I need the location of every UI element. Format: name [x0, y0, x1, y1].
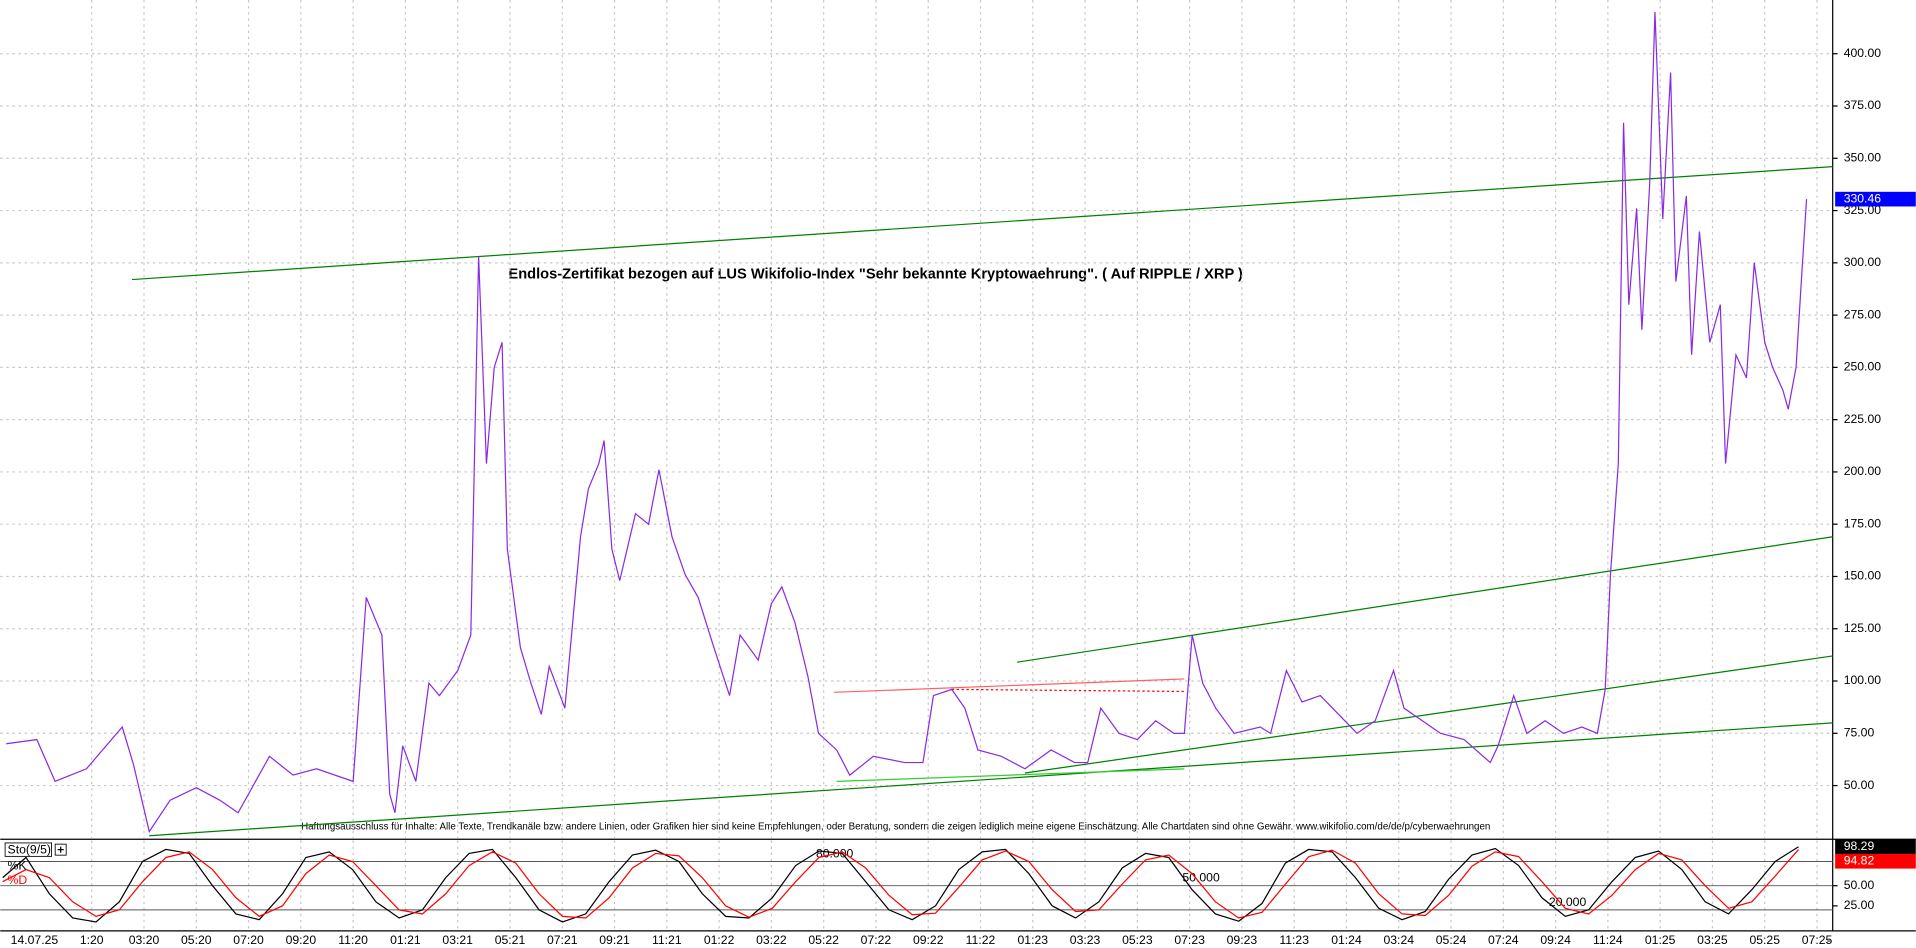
- y-tick-label: 150.00: [1844, 569, 1882, 583]
- y-tick-label: 50.00: [1844, 878, 1875, 892]
- indicator-box: [4, 842, 52, 857]
- x-tick-label: 07:23: [1174, 933, 1205, 947]
- trend-line: [836, 768, 1185, 782]
- trend-line: [1017, 536, 1833, 663]
- y-tick-label: 200.00: [1844, 464, 1882, 478]
- series-line: [2, 849, 1799, 919]
- y-tick-label: 50.00: [1844, 778, 1875, 792]
- trend-line: [131, 166, 1833, 281]
- disclaimer: Haftungsausschluss für Inhalte: Alle Tex…: [301, 822, 1490, 833]
- y-tick-label: 225.00: [1844, 412, 1882, 426]
- x-tick-label: 05:20: [181, 933, 212, 947]
- y-tick-label: 125.00: [1844, 621, 1882, 635]
- x-tick-label: 03:24: [1383, 933, 1414, 947]
- series-line: [6, 11, 1808, 834]
- x-tick-label: 09:21: [599, 933, 630, 947]
- y-tick-label: 100.00: [1844, 673, 1882, 687]
- y-tick-label: 400.00: [1844, 46, 1882, 60]
- x-tick-label: 07:24: [1488, 933, 1519, 947]
- trend-line: [149, 722, 1833, 837]
- current-value: 330.46: [1844, 191, 1882, 205]
- current-value-box: [1835, 191, 1916, 207]
- x-tick-label: 09:23: [1227, 933, 1258, 947]
- x-tick-label: 05:25: [1749, 933, 1780, 947]
- y-tick-label: 300.00: [1844, 255, 1882, 269]
- trend-line: [834, 678, 1185, 693]
- y-tick-label: 250.00: [1844, 360, 1882, 374]
- x-tick-label: 01:22: [704, 933, 735, 947]
- x-tick-label: 03:22: [756, 933, 787, 947]
- indicator-value-box: [1835, 853, 1916, 869]
- level-label: 50.000: [1182, 871, 1220, 885]
- x-tick-label: 03:20: [129, 933, 160, 947]
- x-tick-label: 05:24: [1436, 933, 1467, 947]
- x-tick-label: 11:21: [652, 933, 682, 947]
- x-tick-label: 03:23: [1070, 933, 1101, 947]
- series-line: [2, 846, 1799, 923]
- legend-entry: %D: [8, 873, 28, 887]
- indicator-title: Sto(9/5): [8, 842, 51, 856]
- x-tick-label: 11:23: [1279, 933, 1309, 947]
- x-tick-label: 01:23: [1018, 933, 1049, 947]
- x-tick-label: 01:21: [390, 933, 421, 947]
- x-tick-label: 07:21: [547, 933, 578, 947]
- cursor-date: 14.07.25: [11, 933, 59, 947]
- y-tick-label: 175.00: [1844, 516, 1882, 530]
- trend-line: [1024, 655, 1833, 774]
- indicator-value: 94.82: [1844, 853, 1875, 867]
- x-tick-label: 09:22: [913, 933, 944, 947]
- x-tick-label: 11:20: [338, 933, 368, 947]
- x-tick-label: 05:23: [1122, 933, 1153, 947]
- indicator-value-box: [1835, 839, 1916, 854]
- y-tick-label: 375.00: [1844, 98, 1882, 112]
- indicator-value: 98.29: [1844, 839, 1875, 853]
- x-tick-label: 07:22: [861, 933, 892, 947]
- y-tick-label: 275.00: [1844, 307, 1882, 321]
- x-tick-label: 03:25: [1697, 933, 1728, 947]
- x-tick-label: 09:24: [1540, 933, 1571, 947]
- x-tick-label: 1:20: [80, 933, 104, 947]
- x-tick-label: 11:22: [966, 933, 996, 947]
- x-tick-label: 07:25: [1802, 933, 1833, 947]
- x-tick-label: 11:24: [1593, 933, 1623, 947]
- add-icon: [57, 846, 64, 853]
- scroll-marker: -: [1827, 933, 1831, 947]
- x-tick-label: 07:20: [233, 933, 264, 947]
- y-tick-label: 75.00: [1844, 726, 1875, 740]
- y-tick-label: 350.00: [1844, 151, 1882, 165]
- x-tick-label: 05:21: [495, 933, 526, 947]
- level-label: 20.000: [1549, 895, 1587, 909]
- x-tick-label: 01:25: [1645, 933, 1676, 947]
- x-tick-label: 09:20: [286, 933, 317, 947]
- x-tick-label: 03:21: [442, 933, 473, 947]
- legend-entry: %K: [8, 858, 27, 872]
- y-tick-label: 25.00: [1844, 898, 1875, 912]
- x-tick-label: 01:24: [1331, 933, 1362, 947]
- chart-title: Endlos-Zertifikat bezogen auf LUS Wikifo…: [508, 267, 1243, 283]
- x-tick-label: 05:22: [808, 933, 839, 947]
